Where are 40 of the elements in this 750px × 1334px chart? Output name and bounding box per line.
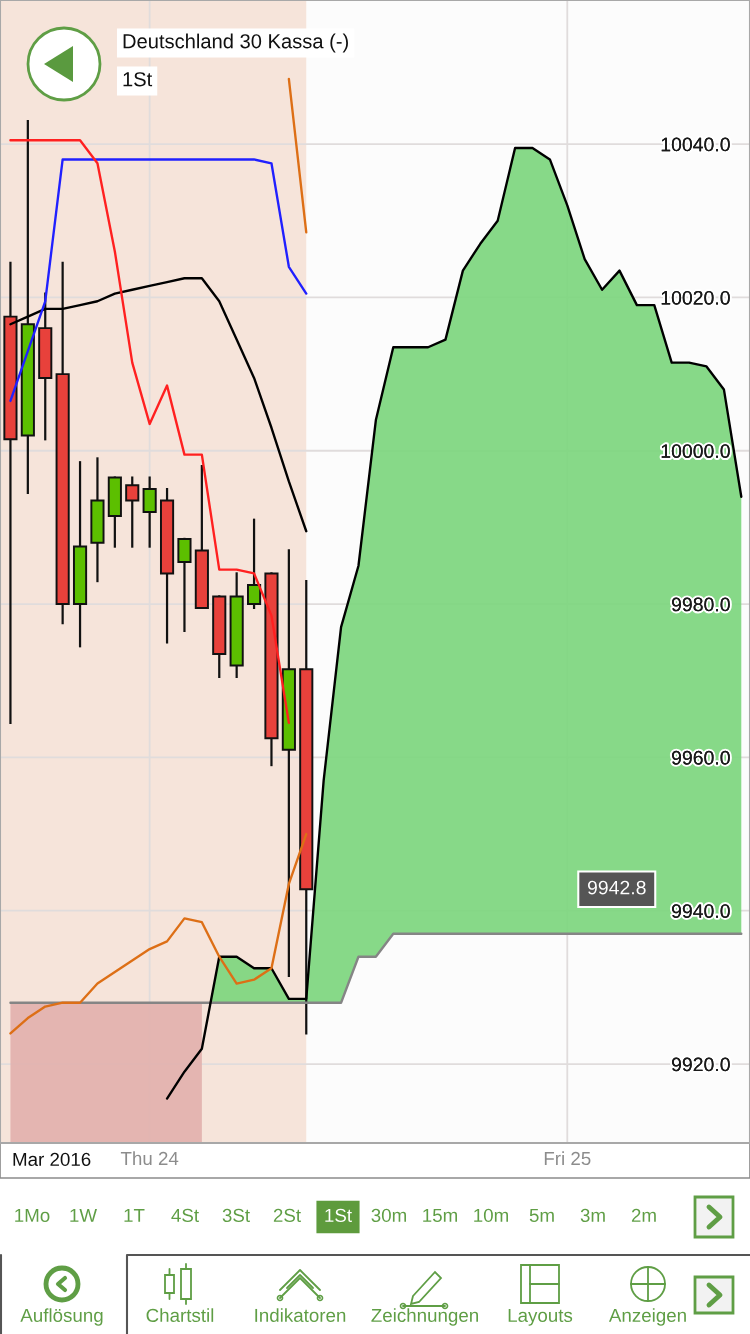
text: 1W — [70, 1208, 97, 1222]
text: Anzeigen — [608, 1308, 686, 1326]
y-tick-label: 10020.0 — [661, 290, 730, 305]
line-series — [9, 277, 308, 533]
text: 1St — [123, 72, 153, 87]
text: Chartstil — [146, 1308, 214, 1323]
x-axis-title: Mar 2016 — [13, 1152, 91, 1167]
text: 1St — [325, 1208, 352, 1223]
text: 2St — [273, 1208, 301, 1223]
annotation: 9942.8 — [587, 880, 646, 895]
text: 3St — [222, 1208, 250, 1223]
text: 30m — [371, 1208, 406, 1223]
line-series — [9, 832, 308, 1035]
x-tick-label: Thu 24 — [120, 1151, 179, 1166]
line-series — [9, 158, 308, 403]
y-tick-label: 9960.0 — [672, 750, 730, 765]
text: Indikatoren — [255, 1308, 346, 1323]
text: Deutschland 30 Kassa (-) — [123, 33, 348, 53]
text: Layouts — [508, 1308, 573, 1326]
text: Auflösung — [20, 1308, 103, 1326]
text: 10m — [474, 1208, 508, 1223]
text: Zeichnungen — [371, 1308, 478, 1326]
text: 5m — [529, 1208, 554, 1223]
candlestick — [125, 476, 140, 548]
candlestick — [247, 518, 262, 610]
text: 3m — [580, 1208, 605, 1223]
y-tick-label: 10000.0 — [661, 444, 730, 458]
y-tick-label: 9980.0 — [672, 597, 730, 612]
text: 4St — [171, 1208, 199, 1223]
candlestick — [177, 537, 192, 633]
y-tick-label: 9940.0 — [672, 904, 730, 918]
y-tick-label: 9920.0 — [672, 1057, 730, 1072]
text: 1Mo — [15, 1208, 50, 1223]
candlestick — [142, 476, 157, 548]
y-tick-label: 10040.0 — [661, 137, 730, 152]
x-tick-label: Fri 25 — [544, 1151, 591, 1166]
text: 15m — [423, 1208, 457, 1223]
line-series — [9, 139, 291, 725]
text: 2m — [631, 1208, 656, 1222]
text: 1T — [124, 1208, 145, 1222]
